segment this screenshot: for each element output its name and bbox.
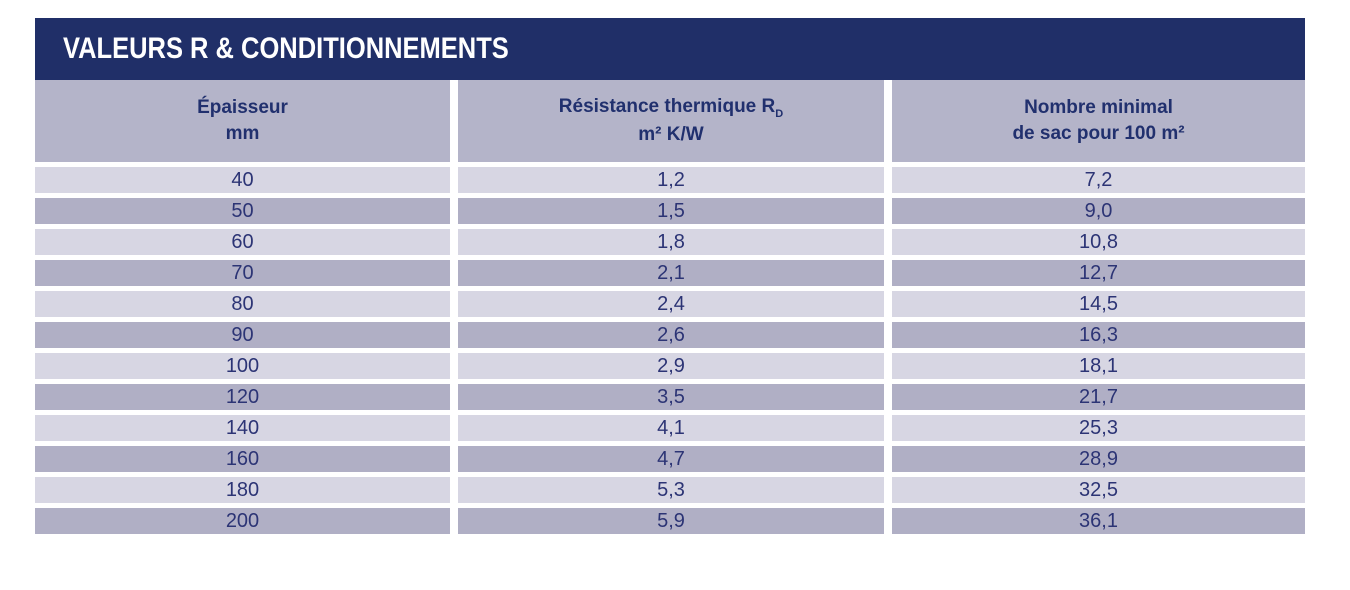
table-row: 50 1,5 9,0 [35,198,1305,224]
header-subscript: D [775,108,784,121]
table-cell: 3,5 [458,384,884,410]
table-cell: 12,7 [892,260,1305,286]
table-row: 120 3,5 21,7 [35,384,1305,410]
table-cell: 160 [35,446,450,472]
header-cell-resistance-thermique: Résistance thermique RD m² K/W [458,80,884,162]
table-row: 40 1,2 7,2 [35,167,1305,193]
table-cell: 80 [35,291,450,317]
table-cell: 70 [35,260,450,286]
table-cell: 7,2 [892,167,1305,193]
header-line: Nombre minimal [1024,97,1173,119]
title-bar: VALEURS R & CONDITIONNEMENTS [35,18,1305,80]
r-values-table-panel: VALEURS R & CONDITIONNEMENTS Épaisseur m… [35,18,1305,534]
table-header-row: Épaisseur mm Résistance thermique RD m² … [35,80,1305,162]
table-cell: 2,6 [458,322,884,348]
table-cell: 1,5 [458,198,884,224]
table-cell: 120 [35,384,450,410]
table-row: 70 2,1 12,7 [35,260,1305,286]
table-cell: 10,8 [892,229,1305,255]
table-cell: 4,1 [458,415,884,441]
table-cell: 100 [35,353,450,379]
table-cell: 9,0 [892,198,1305,224]
header-line: Résistance thermique RD [559,94,783,122]
table-cell: 2,4 [458,291,884,317]
table-cell: 32,5 [892,477,1305,503]
table-row: 60 1,8 10,8 [35,229,1305,255]
header-line-text: Résistance thermique R [558,96,776,118]
header-line: de sac pour 100 m² [1012,123,1185,144]
table-cell: 50 [35,198,450,224]
page-title: VALEURS R & CONDITIONNEMENTS [63,32,509,65]
header-line: mm [225,123,260,144]
table-row: 80 2,4 14,5 [35,291,1305,317]
table-cell: 28,9 [892,446,1305,472]
table-row: 160 4,7 28,9 [35,446,1305,472]
table-cell: 14,5 [892,291,1305,317]
table-row: 90 2,6 16,3 [35,322,1305,348]
table-cell: 4,7 [458,446,884,472]
table-cell: 2,9 [458,353,884,379]
table-row: 200 5,9 36,1 [35,508,1305,534]
table-cell: 1,2 [458,167,884,193]
table-cell: 5,9 [458,508,884,534]
table-cell: 90 [35,322,450,348]
table-cell: 2,1 [458,260,884,286]
table-body: 40 1,2 7,2 50 1,5 9,0 60 1,8 10,8 70 2,1 12,7 80 2,4 1… [35,167,1305,534]
table-row: 100 2,9 18,1 [35,353,1305,379]
table-cell: 25,3 [892,415,1305,441]
table-row: 140 4,1 25,3 [35,415,1305,441]
header-cell-epaisseur: Épaisseur mm [35,80,450,162]
table-cell: 16,3 [892,322,1305,348]
table-cell: 180 [35,477,450,503]
table-cell: 21,7 [892,384,1305,410]
header-line: Épaisseur [197,97,288,119]
table-cell: 140 [35,415,450,441]
header-line: m² K/W [638,124,704,145]
table-cell: 40 [35,167,450,193]
table-cell: 36,1 [892,508,1305,534]
table-cell: 200 [35,508,450,534]
table-cell: 5,3 [458,477,884,503]
table-cell: 18,1 [892,353,1305,379]
table-cell: 60 [35,229,450,255]
header-cell-nombre-sacs: Nombre minimal de sac pour 100 m² [892,80,1305,162]
table-cell: 1,8 [458,229,884,255]
table-row: 180 5,3 32,5 [35,477,1305,503]
